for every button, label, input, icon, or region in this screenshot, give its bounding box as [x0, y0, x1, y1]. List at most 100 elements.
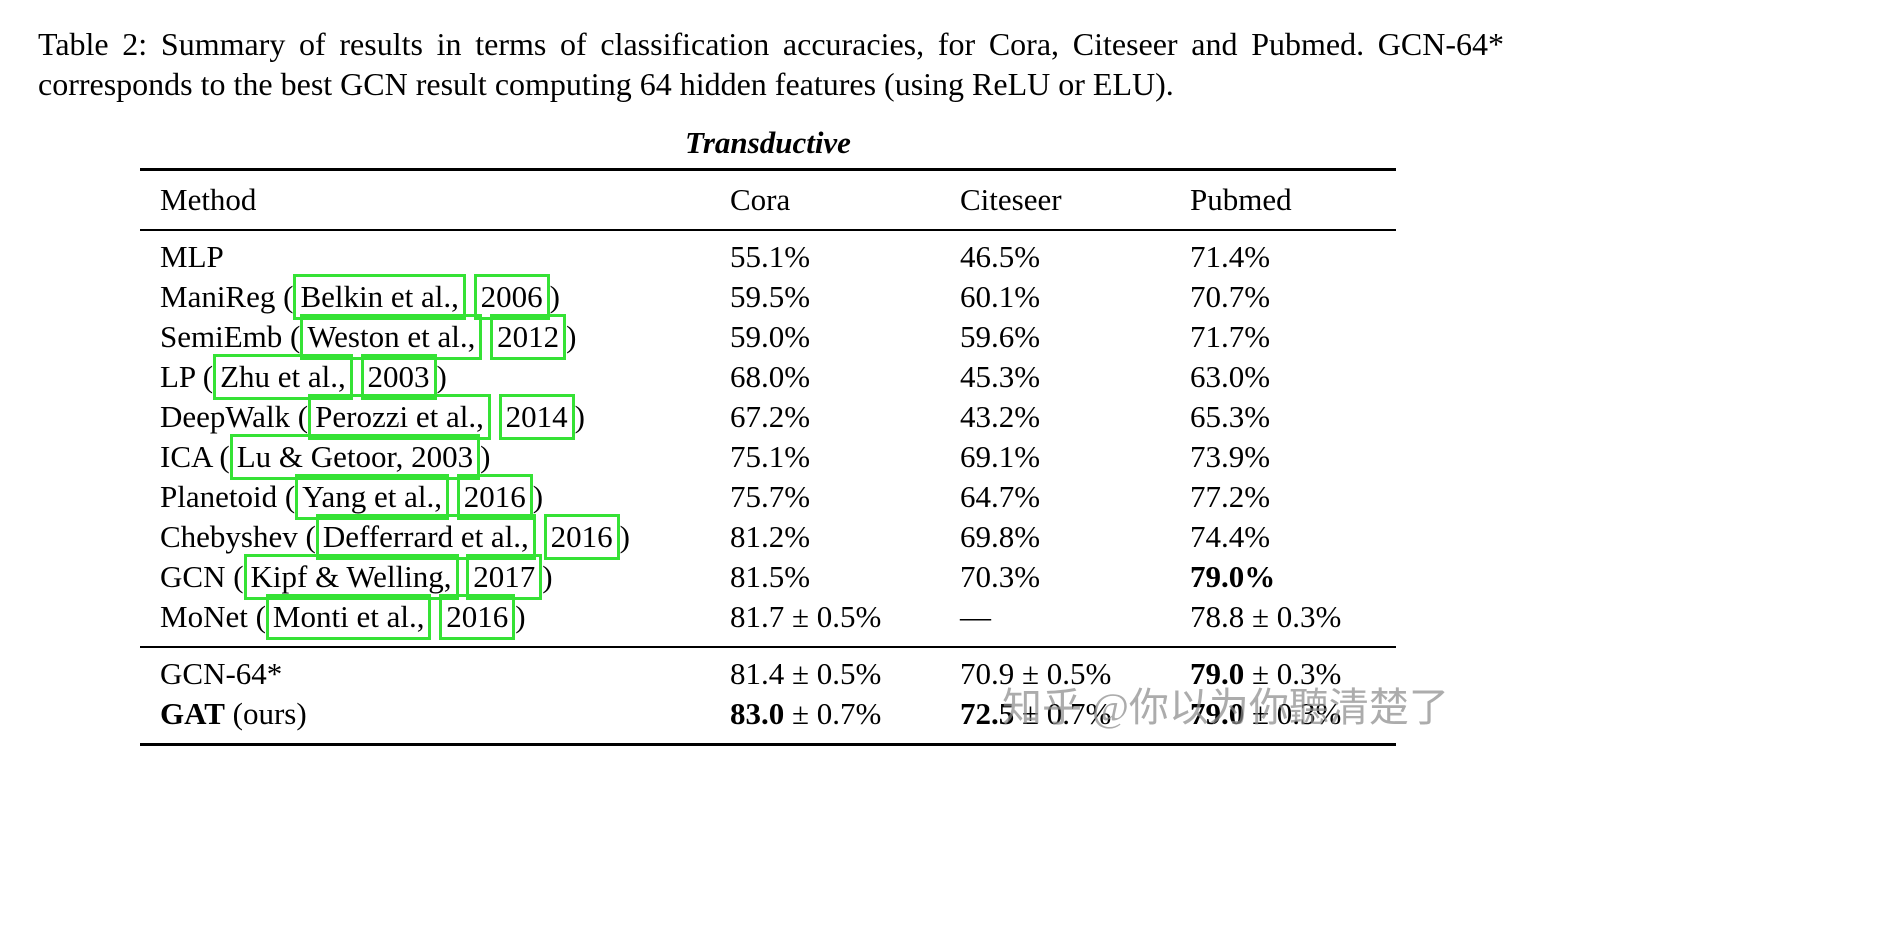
method-cell: Planetoid (Yang et al., 2016): [140, 474, 730, 520]
value-cell: 72.5 ± 0.7%: [960, 694, 1190, 745]
text-segment: 79.0: [1190, 656, 1245, 691]
value-cell: 60.1%: [960, 277, 1190, 317]
value-cell: 71.4%: [1190, 230, 1396, 277]
text-segment: ManiReg (: [160, 279, 294, 314]
citation-annotation-box: 2006: [473, 274, 550, 320]
text-segment: 68.0%: [730, 359, 811, 394]
column-header-pubmed: Pubmed: [1190, 182, 1292, 217]
value-cell: 81.7 ± 0.5%: [730, 597, 960, 647]
table-row: ManiReg (Belkin et al., 2006) 59.5% 60.1% 7…: [140, 274, 1396, 320]
text-segment: 59.6%: [960, 319, 1041, 354]
citation-annotation-box: Zhu et al.,: [213, 354, 353, 400]
value-cell: 69.8%: [960, 517, 1190, 557]
value-cell: 59.5%: [730, 277, 960, 317]
method-cell: ManiReg (Belkin et al., 2006): [140, 274, 730, 320]
text-segment: 46.5%: [960, 239, 1041, 274]
text-segment: MoNet (: [160, 599, 266, 634]
text-segment: [353, 359, 361, 394]
value-cell: 46.5%: [960, 230, 1190, 277]
value-cell: 43.2%: [960, 397, 1190, 437]
value-cell: 70.3%: [960, 557, 1190, 597]
bottom-rows: GCN-64* 81.4 ± 0.5% 70.9 ± 0.5% 79.0 ± 0.3%…: [140, 647, 1396, 745]
text-segment: Planetoid (: [160, 479, 296, 514]
method-cell: ICA (Lu & Getoor, 2003): [140, 434, 730, 480]
results-table: Method Cora Citeseer Pubmed MLP 55.1% 46.5…: [140, 168, 1396, 746]
citation-annotation-box: 2016: [439, 594, 516, 640]
value-cell: 78.8 ± 0.3%: [1190, 597, 1396, 647]
table-row: MLP 55.1% 46.5% 71.4%: [140, 230, 1396, 277]
value-cell: —: [960, 597, 1190, 647]
table-row: DeepWalk (Perozzi et al., 2014) 67.2% 43.2…: [140, 394, 1396, 440]
text-segment: 81.7 ± 0.5%: [730, 599, 882, 634]
text-segment: ± 0.7%: [1014, 696, 1112, 731]
method-cell: GCN-64*: [140, 647, 730, 694]
text-segment: 69.1%: [960, 439, 1041, 474]
citation-annotation-box: 2012: [490, 314, 567, 360]
table-row: ICA (Lu & Getoor, 2003) 75.1% 69.1% 73.9%: [140, 434, 1396, 480]
value-cell: 81.5%: [730, 557, 960, 597]
text-segment: 71.7%: [1190, 319, 1271, 354]
text-segment: 71.4%: [1190, 239, 1271, 274]
watermark: 知乎 @你以为你聽清楚了: [1002, 685, 1449, 730]
text-segment: 59.5%: [730, 279, 811, 314]
value-cell: 81.2%: [730, 517, 960, 557]
text-segment: ): [542, 559, 553, 594]
text-segment: 73.9%: [1190, 439, 1271, 474]
main-rows: MLP 55.1% 46.5% 71.4% ManiReg (Belkin et al.…: [140, 230, 1396, 647]
table-row: GCN-64* 81.4 ± 0.5% 70.9 ± 0.5% 79.0 ± 0.3%: [140, 647, 1396, 694]
table-row: Chebyshev (Defferrard et al., 2016) 81.2%…: [140, 514, 1396, 560]
text-segment: 70.9 ± 0.5%: [960, 656, 1112, 691]
value-cell: 75.7%: [730, 477, 960, 517]
method-cell: Chebyshev (Defferrard et al., 2016): [140, 514, 730, 560]
text-segment: —: [960, 599, 991, 634]
citation-annotation-box: 2017: [466, 554, 543, 600]
text-segment: [449, 479, 457, 514]
text-segment: Chebyshev (: [160, 519, 316, 554]
column-header-citeseer: Citeseer: [960, 182, 1062, 217]
text-segment: ± 0.3%: [1244, 656, 1342, 691]
citation-annotation-box: Lu & Getoor, 2003: [229, 434, 481, 480]
column-header-method: Method: [160, 182, 257, 217]
value-cell: 59.0%: [730, 317, 960, 357]
text-segment: 70.7%: [1190, 279, 1271, 314]
method-cell: LP (Zhu et al., 2003): [140, 354, 730, 400]
text-segment: GCN (: [160, 559, 244, 594]
table-header: Method Cora Citeseer Pubmed: [140, 170, 1396, 230]
text-segment: 78.8 ± 0.3%: [1190, 599, 1342, 634]
table-row: GAT (ours) 83.0 ± 0.7% 72.5 ± 0.7% 79.0 ± 0…: [140, 694, 1396, 745]
method-cell: SemiEmb (Weston et al., 2012): [140, 314, 730, 360]
text-segment: 59.0%: [730, 319, 811, 354]
text-segment: ± 0.3%: [1244, 696, 1342, 731]
value-cell: 77.2%: [1190, 477, 1396, 517]
citation-annotation-box: Perozzi et al.,: [308, 394, 491, 440]
value-cell: 68.0%: [730, 357, 960, 397]
text-segment: ): [480, 439, 491, 474]
text-segment: 74.4%: [1190, 519, 1271, 554]
value-cell: 69.1%: [960, 437, 1190, 477]
text-segment: 65.3%: [1190, 399, 1271, 434]
text-segment: [536, 519, 544, 554]
table-row: GCN (Kipf & Welling, 2017) 81.5% 70.3% 79.0…: [140, 554, 1396, 600]
value-cell: 81.4 ± 0.5%: [730, 647, 960, 694]
citation-annotation-box: Belkin et al.,: [293, 274, 466, 320]
table-row: Planetoid (Yang et al., 2016) 75.7% 64.7% 7…: [140, 474, 1396, 520]
table-title: Transductive: [685, 125, 851, 160]
table-caption: Table 2: Summary of results in terms of …: [38, 26, 1504, 102]
text-segment: 64.7%: [960, 479, 1041, 514]
text-segment: [482, 319, 490, 354]
text-segment: 79.0%: [1190, 559, 1276, 594]
text-segment: 75.7%: [730, 479, 811, 514]
text-segment: 83.0: [730, 696, 785, 731]
text-segment: 67.2%: [730, 399, 811, 434]
citation-annotation-box: 2016: [456, 474, 533, 520]
text-segment: 79.0: [1190, 696, 1245, 731]
value-cell: 79.0%: [1190, 557, 1396, 597]
value-cell: 70.7%: [1190, 277, 1396, 317]
value-cell: 65.3%: [1190, 397, 1396, 437]
value-cell: 59.6%: [960, 317, 1190, 357]
text-segment: ): [619, 519, 630, 554]
column-header-cora: Cora: [730, 182, 791, 217]
text-segment: 55.1%: [730, 239, 811, 274]
method-cell: DeepWalk (Perozzi et al., 2014): [140, 394, 730, 440]
